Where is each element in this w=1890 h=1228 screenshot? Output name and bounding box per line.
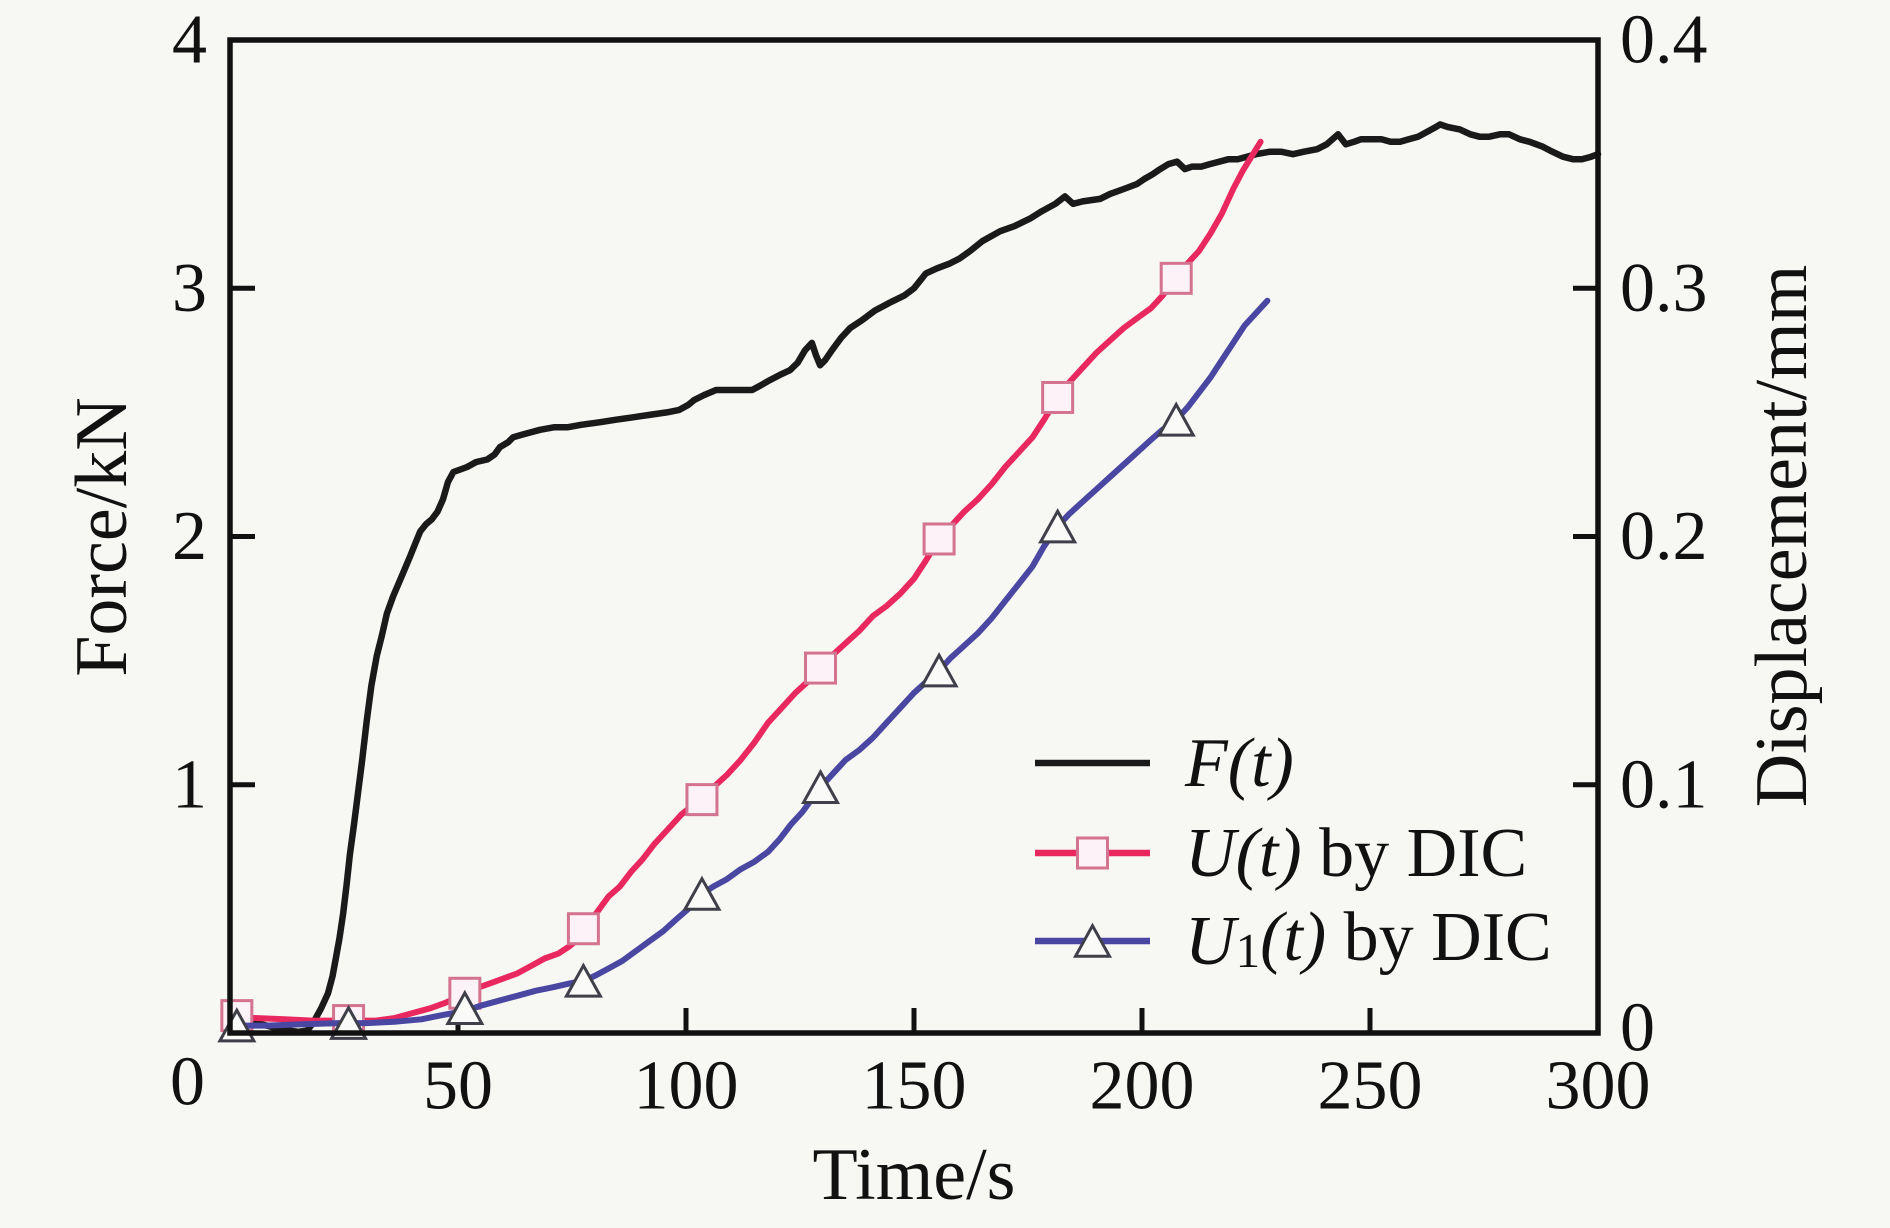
y-left-tick-label: 3 [172,250,207,327]
u-marker [804,651,838,685]
u-marker [685,783,719,817]
u-marker [1159,261,1193,295]
legend-label: U1(t) by DIC [1185,899,1552,980]
x-tick-label: 50 [423,1048,493,1125]
legend-triangle-sample [1072,922,1113,958]
x-tick-label: 250 [1318,1048,1423,1125]
x-tick-label: 200 [1090,1048,1195,1125]
u1-series [217,297,1271,1043]
y-left-axis-title: Force/kN [61,397,143,677]
legend-row: F(t) [1035,725,1294,802]
y-right-tick-label: 0.2 [1620,498,1708,575]
y-left-tick-label: 4 [172,2,207,79]
u-marker [1041,380,1075,414]
origin-zero-label: 0 [170,1044,205,1121]
u1-marker [682,875,722,911]
y-right-axis-title: Displacement/mm [1741,265,1823,808]
u-marker [922,522,956,556]
u1-marker [1156,401,1196,437]
y-left-tick-label: 1 [172,746,207,823]
y-right-tick-label: 0.1 [1620,746,1708,823]
u-series [220,138,1264,1038]
y-right-zero-label: 0 [1620,990,1655,1067]
plot-frame [227,37,1601,1036]
x-tick-label: 300 [1546,1048,1651,1125]
tick-marks [230,285,1598,1033]
legend-label: U(t) by DIC [1185,815,1527,892]
legend-row: U1(t) by DIC [1035,899,1552,980]
u1-marker [800,768,841,805]
x-tick-label: 150 [862,1048,967,1125]
y-right-tick-label: 0.4 [1620,2,1708,79]
u-marker [566,912,600,946]
legend-square-sample [1076,836,1109,870]
u1-marker [919,652,959,688]
f-series [226,121,1602,1036]
legend-label: F(t) [1184,725,1294,802]
x-tick-label: 100 [634,1048,739,1125]
y-right-tick-label: 0.3 [1620,250,1708,327]
x-axis-title: Time/s [813,1134,1016,1216]
f-curve [226,121,1602,1036]
legend-row: U(t) by DIC [1035,815,1527,892]
u1-marker [563,962,603,998]
y-left-tick-label: 2 [172,498,207,575]
u1-marker [445,989,485,1025]
u1-marker [1038,508,1078,544]
